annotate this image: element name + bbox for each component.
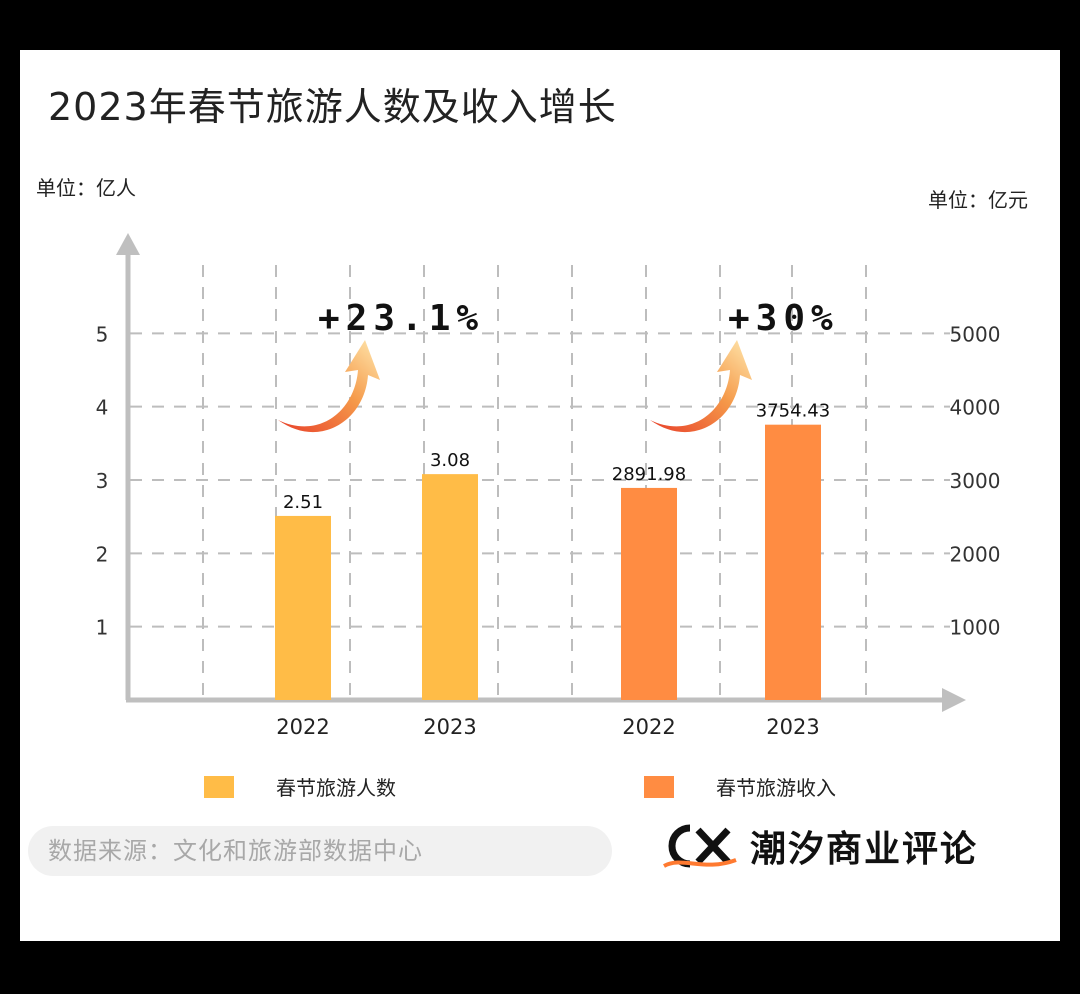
bar-revenue-2022 — [621, 487, 677, 700]
growth-arrow-revenue — [650, 340, 752, 433]
bar-chart: 1 2 3 4 5 1000 2000 3000 4000 5000 2.51 2022 3.08 202… — [96, 233, 1001, 739]
bar-visitors-2022 — [275, 515, 331, 700]
y-right-tick-label: 1000 — [950, 616, 1001, 640]
y-right-tick-label: 2000 — [950, 542, 1001, 566]
legend-label-visitors: 春节旅游人数 — [276, 776, 396, 800]
left-unit-label: 单位：亿人 — [36, 176, 136, 200]
chart-card: 2023年春节旅游人数及收入增长 单位：亿人 单位：亿元 1 2 3 4 5 1000 20… — [20, 50, 1060, 941]
y-right-tick-label: 3000 — [950, 469, 1001, 493]
x-tick-label: 2022 — [622, 715, 675, 739]
y-left-tick-label: 2 — [96, 542, 109, 566]
y-left-tick-label: 4 — [96, 396, 109, 420]
bar-value-label: 3754.43 — [756, 401, 830, 422]
right-unit-label: 单位：亿元 — [928, 188, 1028, 212]
brand-name: 潮汐商业评论 — [750, 829, 979, 870]
legend-label-revenue: 春节旅游收入 — [716, 776, 836, 800]
bar-value-label: 3.08 — [430, 450, 470, 471]
bar-value-label: 2.51 — [283, 492, 323, 513]
bar-visitors-2023 — [422, 474, 478, 700]
brand-logo-icon — [663, 824, 737, 868]
x-tick-label: 2023 — [423, 715, 476, 739]
legend-swatch-visitors — [204, 775, 234, 798]
legend-item-revenue: 春节旅游收入 — [644, 772, 836, 801]
y-left-tick-label: 1 — [96, 616, 109, 640]
bar-revenue-2023 — [765, 424, 821, 700]
legend-swatch-revenue — [644, 775, 674, 798]
bar-value-label: 2891.98 — [612, 464, 686, 485]
data-source: 数据来源：文化和旅游部数据中心 — [28, 826, 612, 876]
y-left-tick-label: 3 — [96, 469, 109, 493]
x-axis-arrow-icon — [942, 688, 966, 712]
y-right-tick-label: 5000 — [950, 322, 1001, 346]
legend-item-visitors: 春节旅游人数 — [204, 772, 396, 801]
growth-revenue-label: +30% — [728, 298, 839, 339]
y-axis-arrow-icon — [116, 233, 140, 255]
chart-title: 2023年春节旅游人数及收入增长 — [48, 85, 617, 129]
growth-visitors-label: +23.1% — [318, 298, 484, 339]
growth-arrow-visitors — [278, 340, 380, 433]
x-tick-label: 2023 — [766, 715, 819, 739]
x-tick-label: 2022 — [276, 715, 329, 739]
brand: 潮汐商业评论 — [660, 820, 978, 872]
y-right-tick-label: 4000 — [950, 396, 1001, 420]
y-left-tick-label: 5 — [96, 322, 109, 346]
